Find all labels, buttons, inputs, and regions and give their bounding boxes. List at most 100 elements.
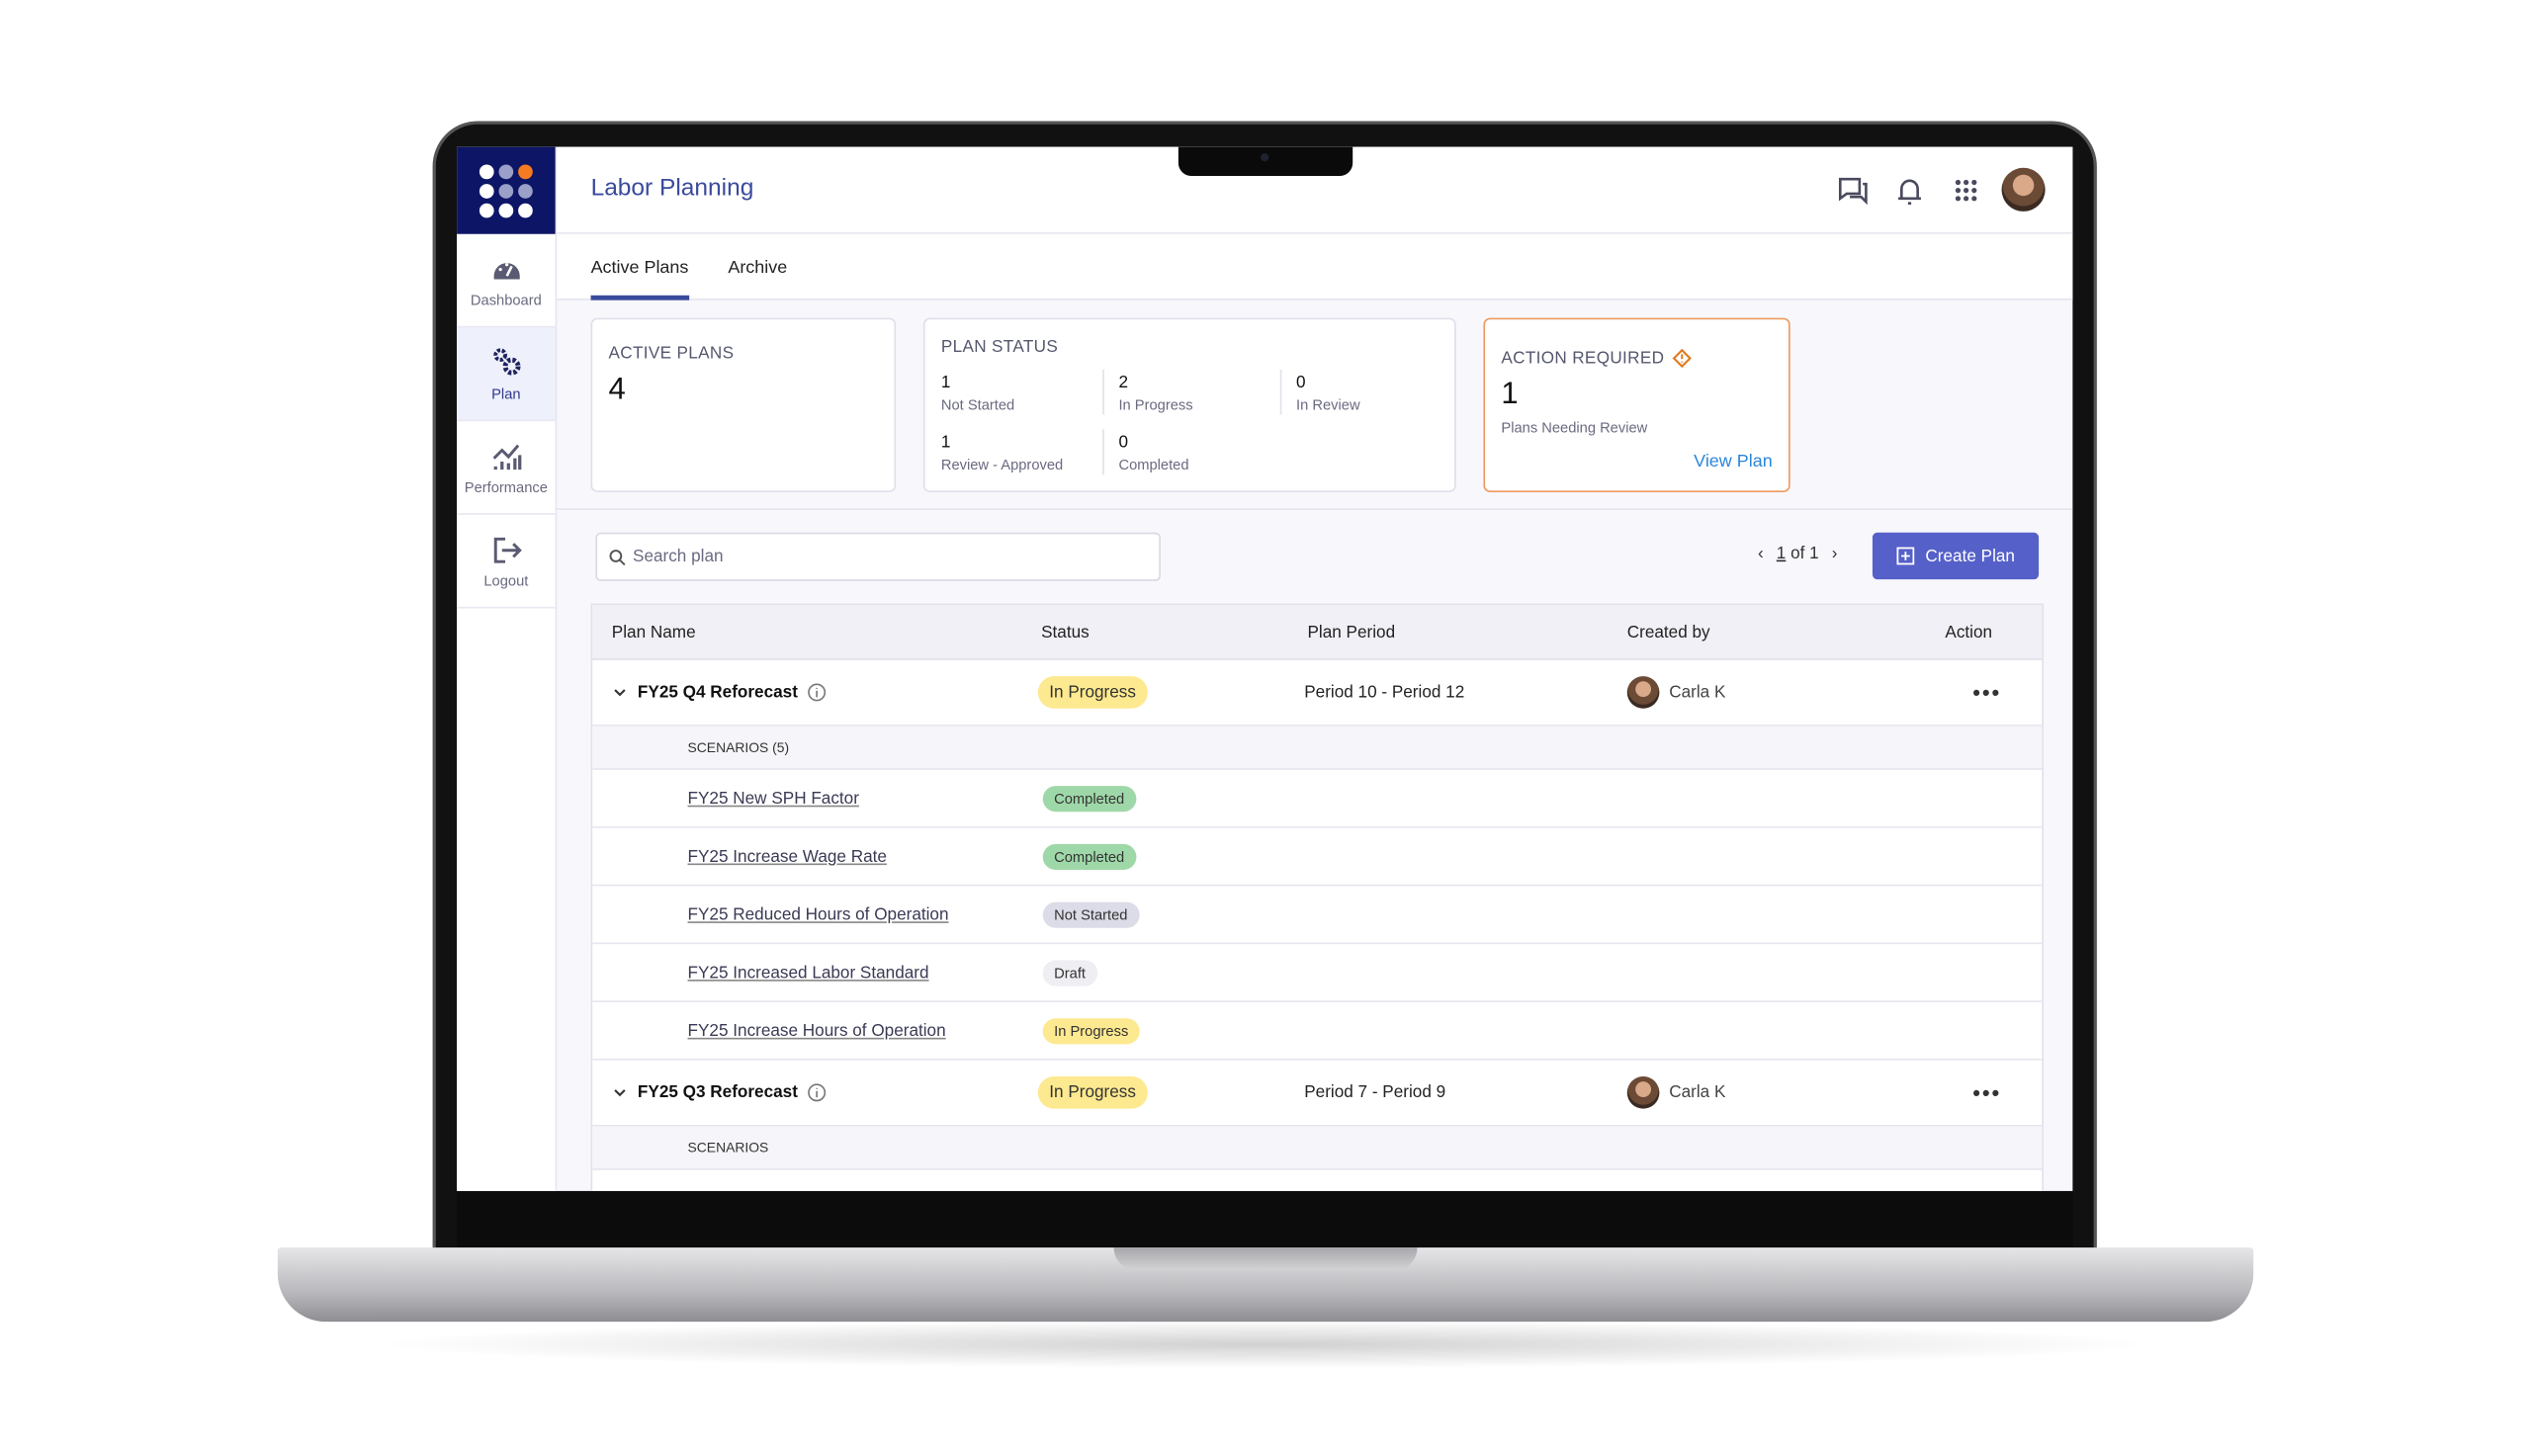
apps-grid-icon[interactable] xyxy=(1950,174,1982,207)
divider xyxy=(557,508,2073,510)
stat-not-started: 1 Not Started xyxy=(940,373,1015,413)
scenario-row[interactable]: FY25 Increase Hours of Operation In Prog… xyxy=(592,1002,2043,1061)
pagination: ‹ 1 of 1 › xyxy=(1758,544,1837,563)
status-badge: Completed xyxy=(1042,843,1136,870)
scenario-row[interactable] xyxy=(592,1170,2042,1191)
status-badge: In Progress xyxy=(1037,1076,1148,1109)
scenarios-header: SCENARIOS (5) xyxy=(592,726,2043,770)
chart-icon xyxy=(491,443,521,470)
sidebar-item-logout[interactable]: Logout xyxy=(457,515,556,609)
page-title: Labor Planning xyxy=(590,174,754,203)
warning-diamond-icon xyxy=(1672,348,1692,369)
camera xyxy=(1261,153,1269,162)
sidebar: Dashboard Plan Performance Logout xyxy=(457,146,558,1191)
next-page-icon[interactable]: › xyxy=(1831,544,1838,563)
scenario-link[interactable]: FY25 Increased Labor Standard xyxy=(687,962,929,983)
tab-active-plans[interactable]: Active Plans xyxy=(590,258,689,300)
scenarios-label: SCENARIOS xyxy=(687,1139,769,1156)
laptop-bezel xyxy=(457,1190,2073,1248)
plan-name[interactable]: FY25 Q4 Reforecast xyxy=(637,682,798,703)
status-badge: In Progress xyxy=(1042,1017,1140,1044)
stat-review-approved: 1 Review - Approved xyxy=(940,432,1064,473)
table-header: Plan Name Status Plan Period Created by … xyxy=(592,605,2043,660)
plus-square-icon xyxy=(1896,547,1914,565)
scenarios-header: SCENARIOS xyxy=(592,1126,2043,1170)
sidebar-item-performance[interactable]: Performance xyxy=(457,421,556,515)
status-badge: In Progress xyxy=(1037,676,1148,709)
camera-notch xyxy=(1178,146,1353,176)
status-badge: Completed xyxy=(1042,785,1136,812)
more-actions-icon[interactable]: ••• xyxy=(1972,1079,2002,1106)
app-logo[interactable] xyxy=(457,146,556,234)
scenario-row[interactable]: FY25 New SPH Factor Completed xyxy=(592,770,2043,828)
col-created-by[interactable]: Created by xyxy=(1626,622,1710,642)
app-screen: Dashboard Plan Performance Logout Labor … xyxy=(457,146,2073,1191)
card-value: 1 xyxy=(1501,378,1519,412)
creator-avatar xyxy=(1626,1076,1660,1109)
search-icon xyxy=(609,550,626,566)
scenario-link[interactable]: FY25 Increase Wage Rate xyxy=(687,846,887,866)
user-avatar[interactable] xyxy=(2001,167,2046,212)
stat-completed: 0 Completed xyxy=(1118,432,1189,473)
view-plan-link[interactable]: View Plan xyxy=(1694,452,1773,471)
page-total: of 1 xyxy=(1790,544,1819,563)
col-action: Action xyxy=(1945,622,1993,642)
gears-icon xyxy=(492,347,520,375)
plan-period: Period 7 - Period 9 xyxy=(1304,1082,1446,1103)
status-badge: Not Started xyxy=(1042,900,1139,927)
card-label: ACTION REQUIRED xyxy=(1501,348,1665,369)
sidebar-item-label: Performance xyxy=(464,478,548,495)
stat-in-progress: 2 In Progress xyxy=(1118,373,1193,413)
table-row[interactable]: FY25 Q3 Reforecast In Progress Period 7 … xyxy=(592,1061,2043,1127)
scenarios-label: SCENARIOS (5) xyxy=(687,738,790,756)
action-required-card: ACTION REQUIRED 1 Plans Needing Review V… xyxy=(1483,317,1790,492)
sidebar-item-plan[interactable]: Plan xyxy=(457,327,556,422)
logout-icon xyxy=(492,537,521,562)
stat-in-review: 0 In Review xyxy=(1296,373,1360,413)
laptop-base xyxy=(277,1247,2254,1323)
plan-period: Period 10 - Period 12 xyxy=(1304,682,1465,703)
bell-icon[interactable] xyxy=(1893,174,1926,207)
plans-table: Plan Name Status Plan Period Created by … xyxy=(590,603,2044,1191)
scenario-row[interactable]: FY25 Reduced Hours of Operation Not Star… xyxy=(592,886,2043,945)
scenario-link[interactable]: FY25 New SPH Factor xyxy=(687,788,859,809)
sidebar-item-label: Logout xyxy=(483,571,529,589)
card-sub: Plans Needing Review xyxy=(1501,419,1648,436)
tab-archive[interactable]: Archive xyxy=(728,258,788,278)
sidebar-item-dashboard[interactable]: Dashboard xyxy=(457,234,556,328)
card-value: 4 xyxy=(608,373,626,407)
chevron-down-icon[interactable] xyxy=(612,684,628,700)
active-plans-card: ACTIVE PLANS 4 xyxy=(590,317,897,492)
chevron-down-icon[interactable] xyxy=(612,1084,628,1100)
sidebar-item-label: Dashboard xyxy=(470,291,542,308)
search-input[interactable]: Search plan xyxy=(595,532,1161,581)
card-label: ACTIVE PLANS xyxy=(608,343,735,364)
tab-bar: Active Plans Archive xyxy=(557,233,2073,300)
chat-icon[interactable] xyxy=(1837,174,1870,207)
status-badge: Draft xyxy=(1042,959,1097,985)
create-plan-button[interactable]: Create Plan xyxy=(1872,532,2040,580)
table-row[interactable]: FY25 Q4 Reforecast In Progress Period 10… xyxy=(592,660,2043,727)
card-label: PLAN STATUS xyxy=(940,337,1059,357)
current-page[interactable]: 1 xyxy=(1776,544,1787,563)
col-plan-name[interactable]: Plan Name xyxy=(611,622,696,642)
scenario-link[interactable]: FY25 Reduced Hours of Operation xyxy=(687,904,949,924)
search-placeholder: Search plan xyxy=(633,547,724,567)
more-actions-icon[interactable]: ••• xyxy=(1972,679,2002,706)
laptop-notch xyxy=(1113,1247,1418,1270)
scenario-link[interactable]: FY25 Increase Hours of Operation xyxy=(687,1020,946,1041)
creator-name: Carla K xyxy=(1669,682,1726,703)
creator-avatar xyxy=(1626,676,1660,709)
gauge-icon xyxy=(492,262,519,279)
info-icon[interactable] xyxy=(808,1083,828,1103)
sidebar-item-label: Plan xyxy=(491,385,521,401)
creator-name: Carla K xyxy=(1669,1082,1726,1103)
laptop-shadow xyxy=(371,1320,2160,1369)
plan-name[interactable]: FY25 Q3 Reforecast xyxy=(637,1082,798,1103)
col-status[interactable]: Status xyxy=(1041,622,1090,642)
scenario-row[interactable]: FY25 Increase Wage Rate Completed xyxy=(592,828,2043,887)
col-plan-period[interactable]: Plan Period xyxy=(1307,622,1396,642)
info-icon[interactable] xyxy=(808,683,828,703)
scenario-row[interactable]: FY25 Increased Labor Standard Draft xyxy=(592,944,2043,1002)
prev-page-icon[interactable]: ‹ xyxy=(1758,544,1764,563)
